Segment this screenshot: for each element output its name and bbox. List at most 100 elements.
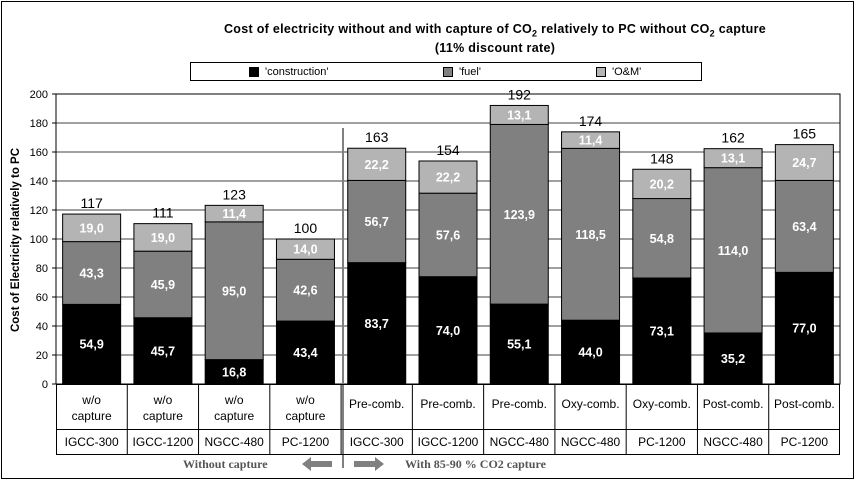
data-label-construction: 54,9 [79, 338, 103, 352]
data-label-fuel: 45,9 [151, 278, 175, 292]
data-label-om: 11,4 [579, 134, 603, 148]
data-label-construction: 45,7 [151, 344, 175, 358]
chart-legend: 'construction' 'fuel' 'O&M' [190, 62, 702, 81]
category-label-top: capture [143, 409, 183, 423]
data-label-om: 13,1 [507, 108, 531, 122]
data-label-fuel: 57,6 [436, 228, 460, 242]
data-label-fuel: 63,4 [792, 220, 816, 234]
bar-segment-construction [561, 319, 621, 385]
data-label-fuel: 42,6 [293, 284, 317, 298]
data-label-fuel: 43,3 [79, 267, 103, 281]
data-label-om: 24,7 [792, 156, 816, 170]
bar-segment-om [347, 147, 407, 181]
bar-segment-om [133, 223, 193, 252]
data-label-construction: 73,1 [650, 325, 674, 339]
legend-item-fuel: 'fuel' [443, 66, 481, 78]
bar-segment-construction [418, 276, 478, 385]
bar-segment-construction [489, 303, 549, 385]
legend-label-fuel: 'fuel' [459, 66, 481, 78]
bar-segment-fuel [703, 167, 763, 334]
category-label-top: w/o [295, 393, 315, 407]
bar-segment-fuel [418, 192, 478, 278]
bar-segment-om [62, 213, 122, 243]
category-table: w/o capture IGCC-300 w/o capture IGCC-1200 w/o… [56, 384, 840, 455]
category-label-top: Post-comb. [774, 397, 835, 411]
category-label-top: w/o [224, 393, 244, 407]
y-tick-label: 140 [30, 176, 48, 188]
category-label-top: Pre-comb. [349, 397, 404, 411]
y-tick-label: 120 [30, 205, 48, 217]
chart-subtitle: (11% discount rate) [434, 41, 556, 55]
data-label-om: 22,2 [365, 158, 389, 172]
bar-segment-fuel [774, 179, 834, 273]
bar-total-label: 111 [152, 205, 173, 221]
bar-total-label: 117 [80, 195, 103, 211]
bar-segment-om [275, 238, 335, 260]
bar-segment-fuel [133, 250, 193, 319]
category-label-top: w/o [81, 393, 101, 407]
y-tick-label: 60 [36, 292, 48, 304]
bar-segment-fuel [347, 179, 407, 264]
category-label-top: capture [214, 409, 254, 423]
legend-swatch-om [596, 67, 606, 77]
bar-segment-construction [204, 359, 264, 385]
bar-total-label: 174 [579, 113, 603, 129]
bar-segment-construction [774, 271, 834, 385]
bar-segment-om [632, 168, 692, 200]
y-tick-label: 0 [42, 379, 48, 391]
y-tick-label: 180 [30, 118, 48, 130]
bar-segment-construction [133, 317, 193, 385]
category-label-bottom: NGCC-480 [561, 435, 621, 449]
category-label-top: Oxy-comb. [562, 397, 620, 411]
bar-total-label: 165 [793, 126, 817, 142]
bar-total-label: 148 [650, 150, 674, 166]
bar-segment-om [561, 131, 621, 149]
category-label-top: capture [72, 409, 112, 423]
y-tick-label: 100 [30, 234, 48, 246]
data-label-construction: 55,1 [507, 338, 531, 352]
footer-without-capture: Without capture [183, 457, 268, 471]
footer-with-capture: With 85-90 % CO2 capture [405, 457, 546, 471]
y-axis-label: Cost of Electricity relatively to PC [10, 148, 22, 332]
data-label-construction: 43,4 [293, 346, 317, 360]
category-label-top: Oxy-comb. [633, 397, 691, 411]
category-label-bottom: NGCC-480 [490, 435, 550, 449]
category-label-bottom: NGCC-480 [703, 435, 763, 449]
legend-label-om: 'O&M' [612, 66, 642, 78]
category-label-bottom: PC-1200 [282, 435, 330, 449]
legend-item-om: 'O&M' [596, 66, 641, 78]
y-tick-label: 20 [36, 350, 48, 362]
y-tick-label: 40 [36, 321, 48, 333]
chart-title: Cost of electricity without and with cap… [223, 22, 767, 39]
category-label-bottom: PC-1200 [781, 435, 829, 449]
arrow-left-icon [302, 457, 332, 471]
arrow-right-icon [354, 457, 384, 471]
category-label-top: Post-comb. [703, 397, 764, 411]
data-label-om: 14,0 [293, 243, 317, 257]
bar-segment-om [774, 144, 834, 181]
bar-segment-fuel [632, 198, 692, 279]
data-label-fuel: 56,7 [365, 215, 389, 229]
category-label-top: Pre-comb. [420, 397, 475, 411]
y-tick-label: 200 [30, 89, 48, 101]
data-label-construction: 77,0 [792, 322, 816, 336]
bar-total-label: 123 [223, 186, 247, 202]
data-label-construction: 44,0 [578, 346, 602, 360]
data-label-construction: 83,7 [365, 317, 389, 331]
category-label-top: w/o [153, 393, 173, 407]
data-label-fuel: 114,0 [718, 244, 749, 258]
data-label-construction: 74,0 [436, 324, 460, 338]
data-label-fuel: 95,0 [222, 284, 246, 298]
data-label-om: 19,0 [151, 231, 175, 245]
bar-segment-om [418, 160, 478, 194]
bar-segment-fuel [204, 221, 264, 361]
y-axis: 0 20 40 60 80 100 120 140 160 180 200 [30, 89, 56, 391]
bar-segment-construction [275, 320, 335, 385]
data-label-fuel: 123,9 [504, 208, 535, 222]
capture-separator [342, 128, 344, 468]
bars: 54,9 43,3 19,0 117 45,7 45,9 19,0 111 16,8 95,0 11… [62, 86, 834, 385]
category-label-bottom: IGCC-300 [65, 435, 119, 449]
data-label-om: 19,0 [79, 221, 103, 235]
bar-segment-om [703, 148, 763, 169]
legend-item-construction: 'construction' [249, 66, 329, 78]
